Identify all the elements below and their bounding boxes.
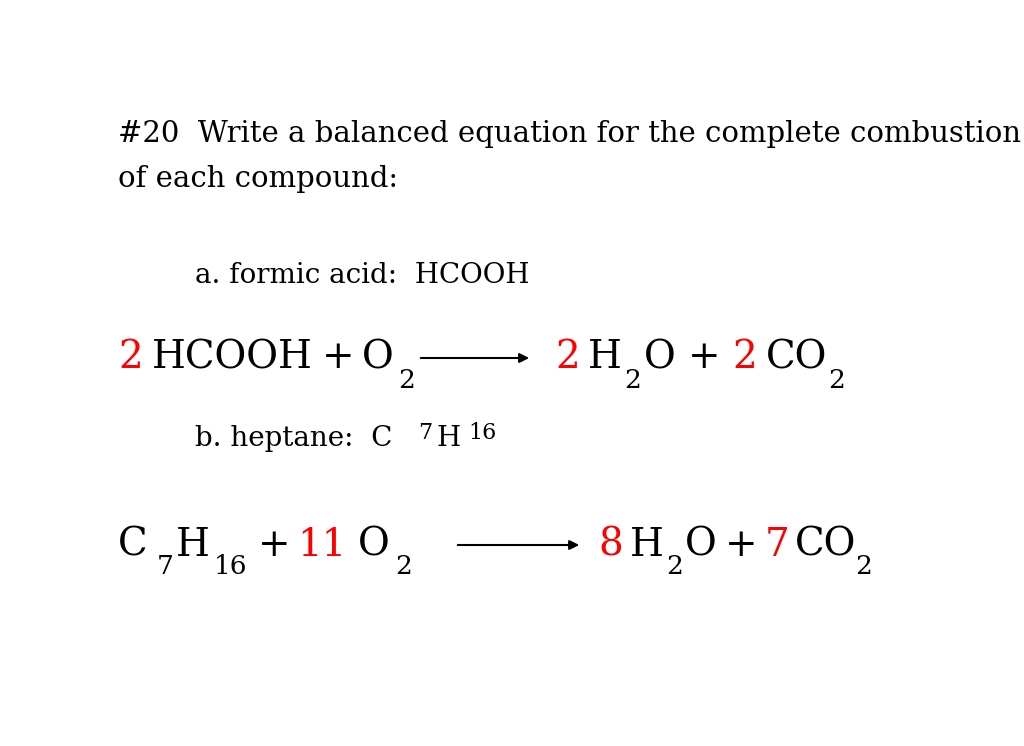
Text: 8: 8 xyxy=(598,527,623,563)
Text: #20  Write a balanced equation for the complete combustion: #20 Write a balanced equation for the co… xyxy=(118,120,1021,148)
Text: 2: 2 xyxy=(828,368,845,392)
Text: 7: 7 xyxy=(765,527,790,563)
Text: 7: 7 xyxy=(418,422,432,444)
Text: 2: 2 xyxy=(118,339,142,377)
Text: 2: 2 xyxy=(732,339,757,377)
Text: O: O xyxy=(358,527,390,563)
Text: O: O xyxy=(644,339,676,377)
Text: 2: 2 xyxy=(666,554,683,580)
Text: H: H xyxy=(630,527,664,563)
Text: +: + xyxy=(258,527,291,563)
Text: 2: 2 xyxy=(555,339,580,377)
Text: of each compound:: of each compound: xyxy=(118,165,398,193)
Text: 2: 2 xyxy=(624,368,641,392)
Text: 2: 2 xyxy=(398,368,415,392)
Text: 7: 7 xyxy=(157,554,174,580)
Text: +: + xyxy=(725,527,758,563)
Text: +: + xyxy=(322,339,354,377)
Text: 2: 2 xyxy=(395,554,412,580)
Text: CO: CO xyxy=(766,339,827,377)
Text: O: O xyxy=(362,339,394,377)
Text: b. heptane:  C: b. heptane: C xyxy=(195,425,392,452)
Text: CO: CO xyxy=(795,527,856,563)
Text: H: H xyxy=(176,527,210,563)
Text: a. formic acid:  HCOOH: a. formic acid: HCOOH xyxy=(195,262,529,289)
Text: 16: 16 xyxy=(468,422,497,444)
Text: O: O xyxy=(685,527,717,563)
Text: H: H xyxy=(588,339,622,377)
Text: HCOOH: HCOOH xyxy=(152,339,313,377)
Text: +: + xyxy=(688,339,721,377)
Text: 11: 11 xyxy=(297,527,346,563)
Text: C: C xyxy=(118,527,147,563)
Text: H: H xyxy=(436,425,460,452)
Text: 16: 16 xyxy=(214,554,248,580)
Text: 2: 2 xyxy=(855,554,871,580)
